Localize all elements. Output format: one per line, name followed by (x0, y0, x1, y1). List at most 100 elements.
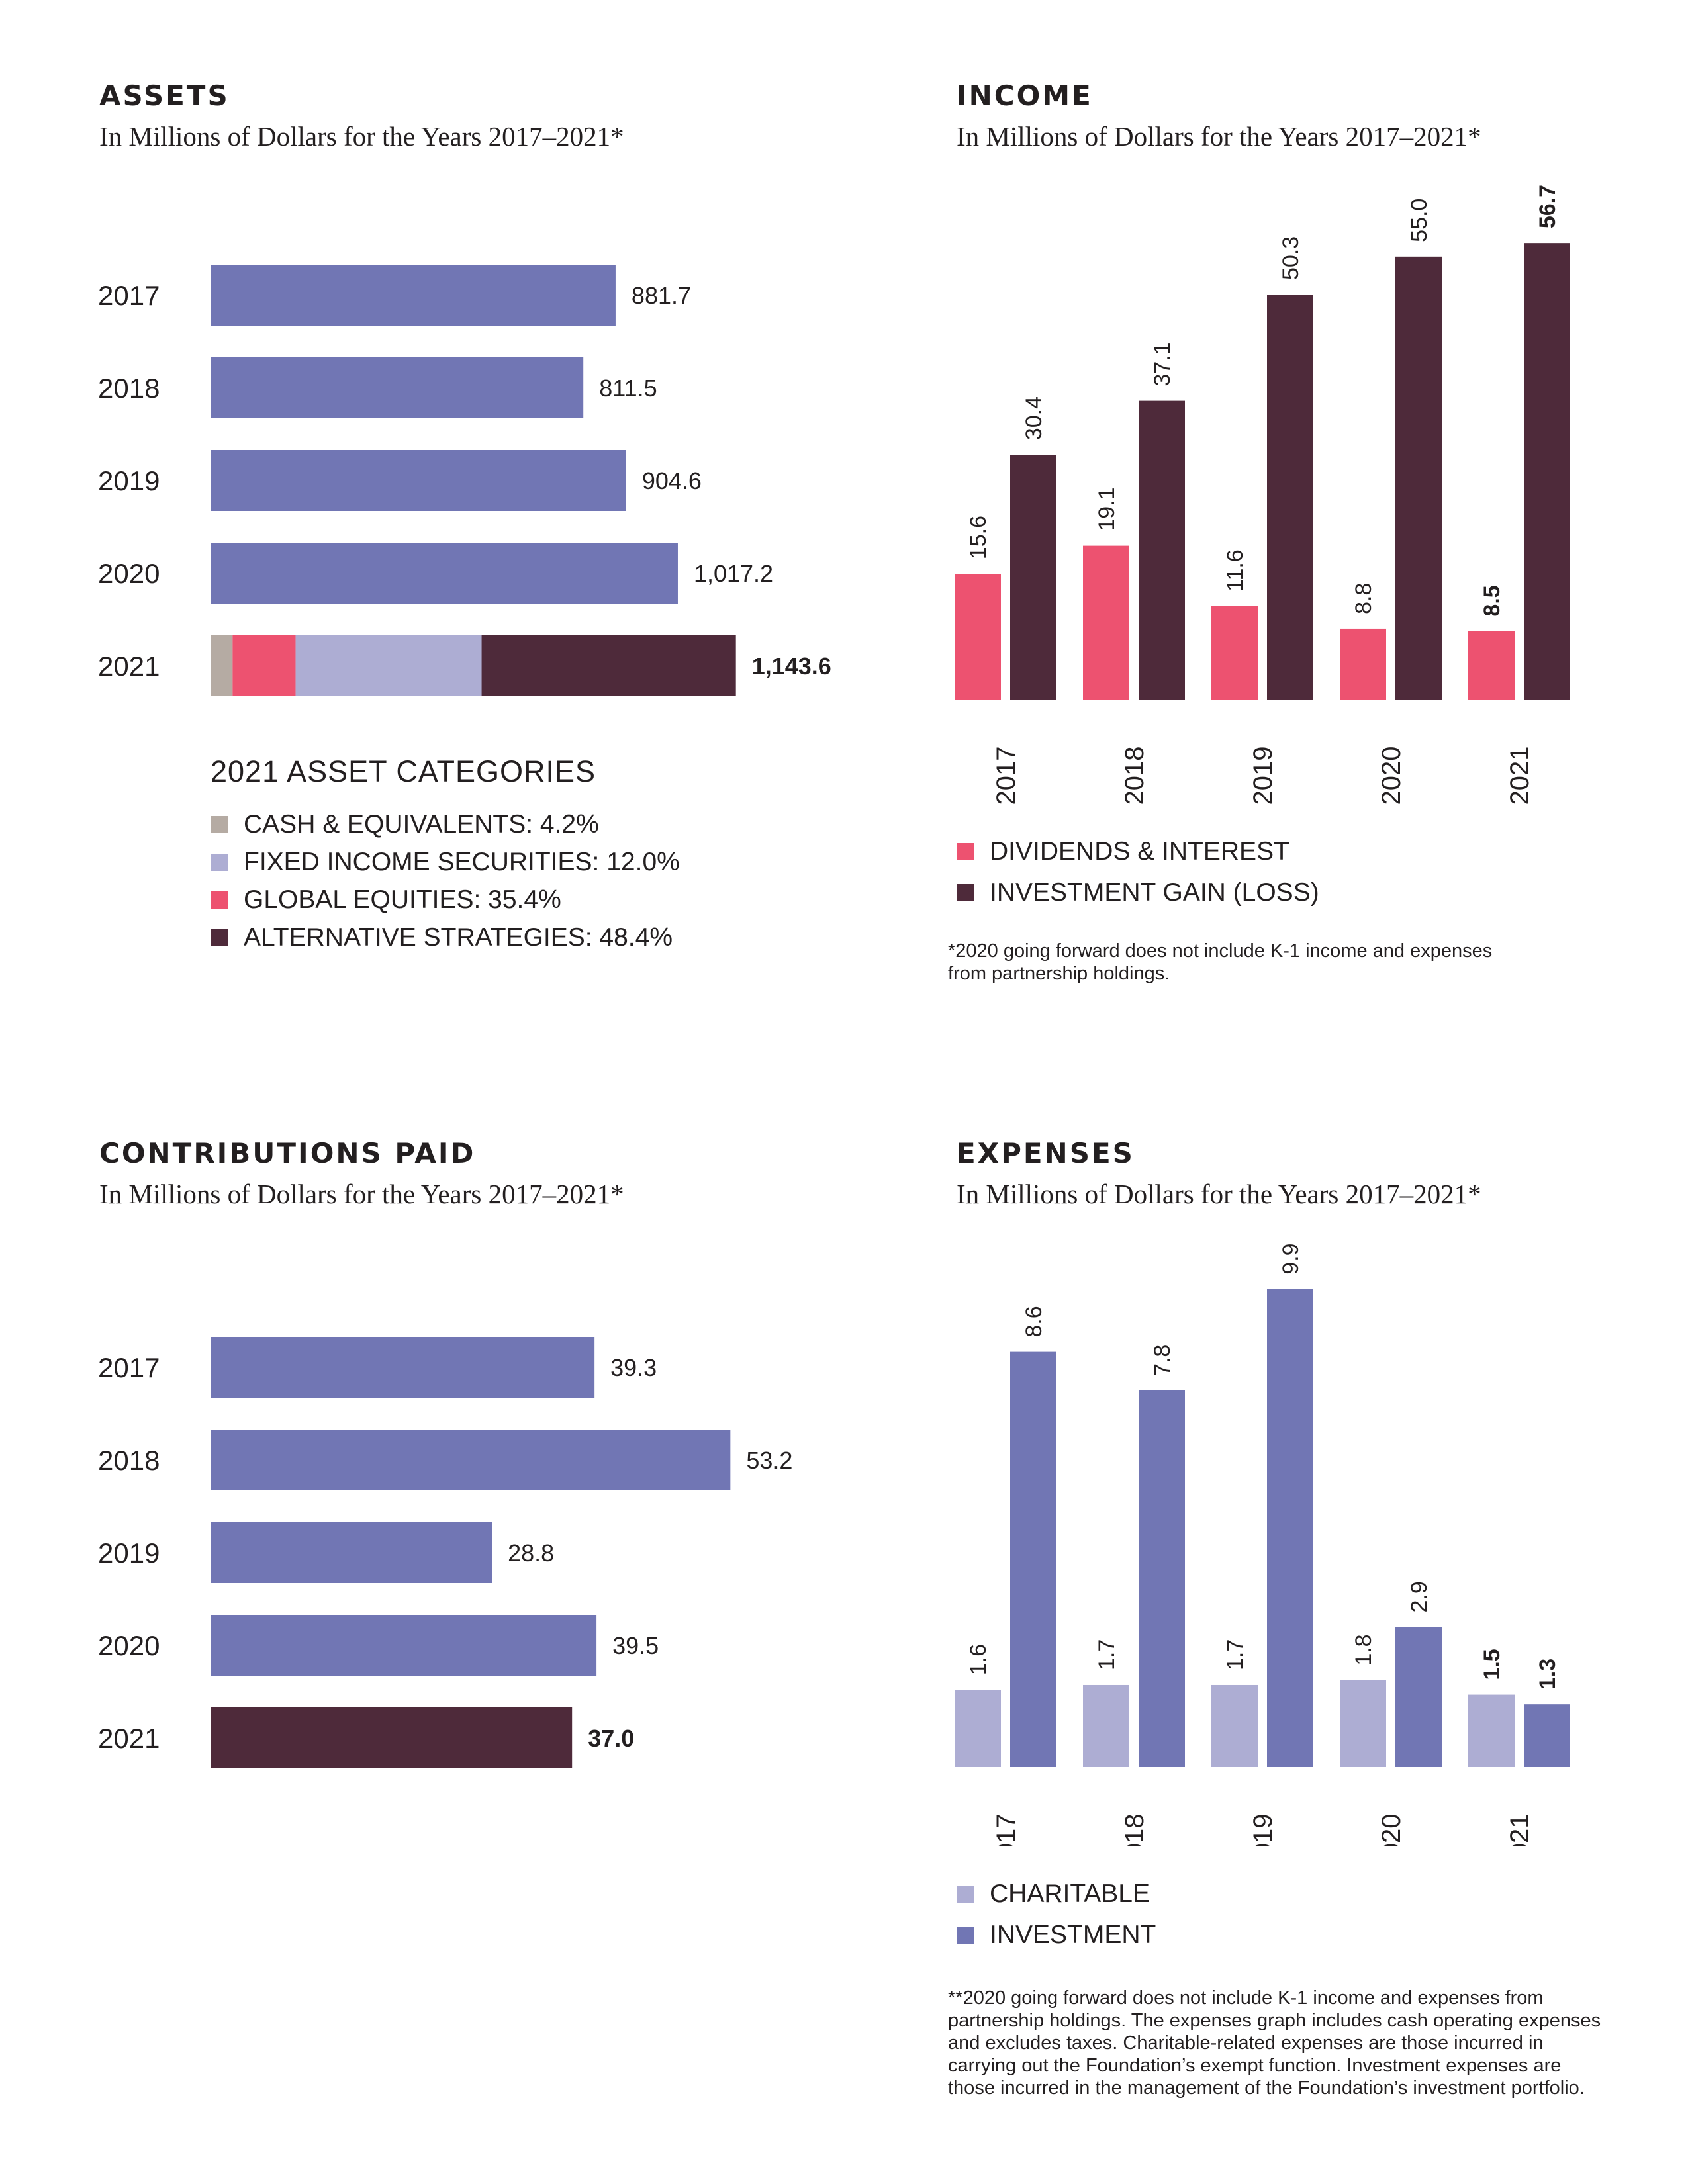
expenses-bar (1083, 1684, 1129, 1767)
income-value-label: 11.6 (1223, 549, 1248, 592)
assets-value-label: 1,017.2 (694, 560, 773, 587)
income-value-label: 19.1 (1094, 487, 1119, 531)
expenses-footnote: **2020 going forward does not include K-… (948, 1987, 1601, 2099)
contributions-chart: 2017 39.3 2018 53.2 2019 28.8 2020 39.5 2021 37.0 (98, 1337, 792, 1768)
expenses-bar (1211, 1684, 1258, 1767)
expenses-legend-item: INVESTMENT (957, 1921, 1156, 1950)
expenses-value-label: 9.9 (1278, 1244, 1303, 1275)
asset-category-legend-label: CASH & EQUIVALENTS: 4.2% (244, 810, 599, 839)
assets-subtitle: In Millions of Dollars for the Years 201… (99, 121, 624, 152)
expenses-value-label: 1.6 (966, 1644, 991, 1675)
income-bar (1211, 606, 1258, 700)
expenses-value-label: 7.8 (1150, 1345, 1175, 1376)
asset-category-legend-swatch (211, 891, 228, 909)
expenses-legend-swatch (957, 1927, 974, 1944)
income-legend-swatch (957, 843, 974, 860)
expenses-bar (1139, 1390, 1185, 1767)
income-value-label: 37.1 (1150, 342, 1175, 386)
assets-bar-segment (232, 635, 296, 696)
income-subtitle: In Millions of Dollars for the Years 201… (957, 121, 1481, 152)
assets-value-label: 881.7 (632, 282, 691, 309)
income-bar (1340, 628, 1386, 700)
assets-bar-segment (295, 635, 482, 696)
assets-panel: ASSETS In Millions of Dollars for the Ye… (99, 79, 894, 1006)
expenses-value-label: 1.5 (1479, 1649, 1505, 1680)
assets-bar (211, 265, 616, 326)
assets-category-label: 2019 (98, 465, 160, 496)
expenses-legend-swatch (957, 1886, 974, 1903)
expenses-category-label: 2017 (992, 1814, 1021, 1846)
asset-category-legend-swatch (211, 929, 228, 946)
assets-category-label: 2021 (98, 651, 160, 682)
expenses-value-label: 1.3 (1535, 1659, 1560, 1690)
assets-bar-segment (481, 635, 736, 696)
assets-chart: 2017 881.7 2018 811.5 2019 904.6 2020 1,017.2 20… (98, 265, 831, 696)
income-bar (1267, 295, 1313, 700)
income-value-label: 50.3 (1278, 236, 1303, 280)
contributions-value-label: 37.0 (588, 1725, 634, 1752)
expenses-subtitle: In Millions of Dollars for the Years 201… (957, 1179, 1481, 1209)
expenses-category-label: 2019 (1248, 1814, 1278, 1846)
income-chart: 15.6 30.4 2017 19.1 37.1 2018 11.6 50.3 2019 8.8 5… (955, 185, 1570, 805)
expenses-bar (955, 1690, 1001, 1767)
income-category-label: 2019 (1248, 747, 1278, 805)
expenses-category-label: 2020 (1377, 1814, 1406, 1846)
expenses-bar (1395, 1627, 1442, 1767)
assets-value-label: 811.5 (599, 375, 657, 402)
asset-category-legend-item: ALTERNATIVE STRATEGIES: 48.4% (211, 923, 673, 952)
expenses-value-label: 1.7 (1223, 1639, 1248, 1670)
income-bar (1139, 400, 1185, 700)
contributions-category-label: 2017 (98, 1352, 160, 1383)
expenses-legend-label: INVESTMENT (990, 1921, 1156, 1949)
income-value-label: 15.6 (966, 516, 991, 559)
income-panel: INCOME In Millions of Dollars for the Ye… (957, 79, 1688, 1006)
income-bar (1468, 631, 1515, 700)
contributions-category-label: 2020 (98, 1630, 160, 1661)
expenses-value-label: 1.7 (1094, 1639, 1119, 1670)
assets-bar-segment (211, 635, 233, 696)
income-value-label: 8.8 (1351, 583, 1376, 614)
income-category-label: 2017 (992, 747, 1021, 805)
contributions-bar (211, 1522, 492, 1583)
contributions-bar (211, 1615, 597, 1676)
income-bar (955, 574, 1001, 700)
asset-category-legend-item: CASH & EQUIVALENTS: 4.2% (211, 810, 599, 839)
expenses-legend-label: CHARITABLE (990, 1880, 1150, 1908)
assets-bar (211, 357, 584, 418)
contributions-panel: CONTRIBUTIONS PAID In Millions of Dollar… (99, 1137, 894, 2064)
expenses-bar (1010, 1351, 1056, 1767)
contributions-category-label: 2021 (98, 1723, 160, 1754)
income-legend-item: INVESTMENT GAIN (LOSS) (957, 878, 1319, 907)
expenses-bar (1524, 1704, 1570, 1767)
assets-bar (211, 450, 626, 511)
expenses-category-label: 2021 (1505, 1814, 1534, 1846)
assets-bar (211, 543, 678, 604)
income-bar (1524, 243, 1570, 700)
income-category-label: 2018 (1120, 747, 1149, 805)
expenses-bar (1267, 1289, 1313, 1767)
contributions-bar (211, 1707, 573, 1768)
income-bar (1083, 545, 1129, 700)
income-legend-item: DIVIDENDS & INTEREST (957, 837, 1289, 866)
income-title: INCOME (957, 79, 1093, 112)
asset-category-legend-item: FIXED INCOME SECURITIES: 12.0% (211, 848, 680, 877)
expenses-category-label: 2018 (1120, 1814, 1149, 1846)
assets-title: ASSETS (99, 79, 230, 112)
income-category-label: 2020 (1377, 747, 1406, 805)
income-legend-label: DIVIDENDS & INTEREST (990, 837, 1289, 866)
income-footnote: *2020 going forward does not include K-1… (948, 940, 1493, 984)
assets-value-label: 1,143.6 (752, 653, 831, 680)
contributions-category-label: 2018 (98, 1445, 160, 1476)
income-value-label: 30.4 (1021, 396, 1047, 440)
asset-category-legend-label: FIXED INCOME SECURITIES: 12.0% (244, 848, 680, 876)
income-value-label: 8.5 (1479, 585, 1505, 616)
expenses-value-label: 1.8 (1351, 1634, 1376, 1665)
income-value-label: 55.0 (1407, 199, 1432, 242)
contributions-value-label: 39.3 (610, 1354, 657, 1381)
contributions-value-label: 28.8 (508, 1539, 554, 1567)
contributions-category-label: 2019 (98, 1537, 160, 1569)
expenses-value-label: 8.6 (1021, 1306, 1047, 1337)
contributions-bar (211, 1337, 595, 1398)
expenses-panel: EXPENSES In Millions of Dollars for the … (957, 1137, 1688, 2064)
expenses-title: EXPENSES (957, 1137, 1135, 1169)
